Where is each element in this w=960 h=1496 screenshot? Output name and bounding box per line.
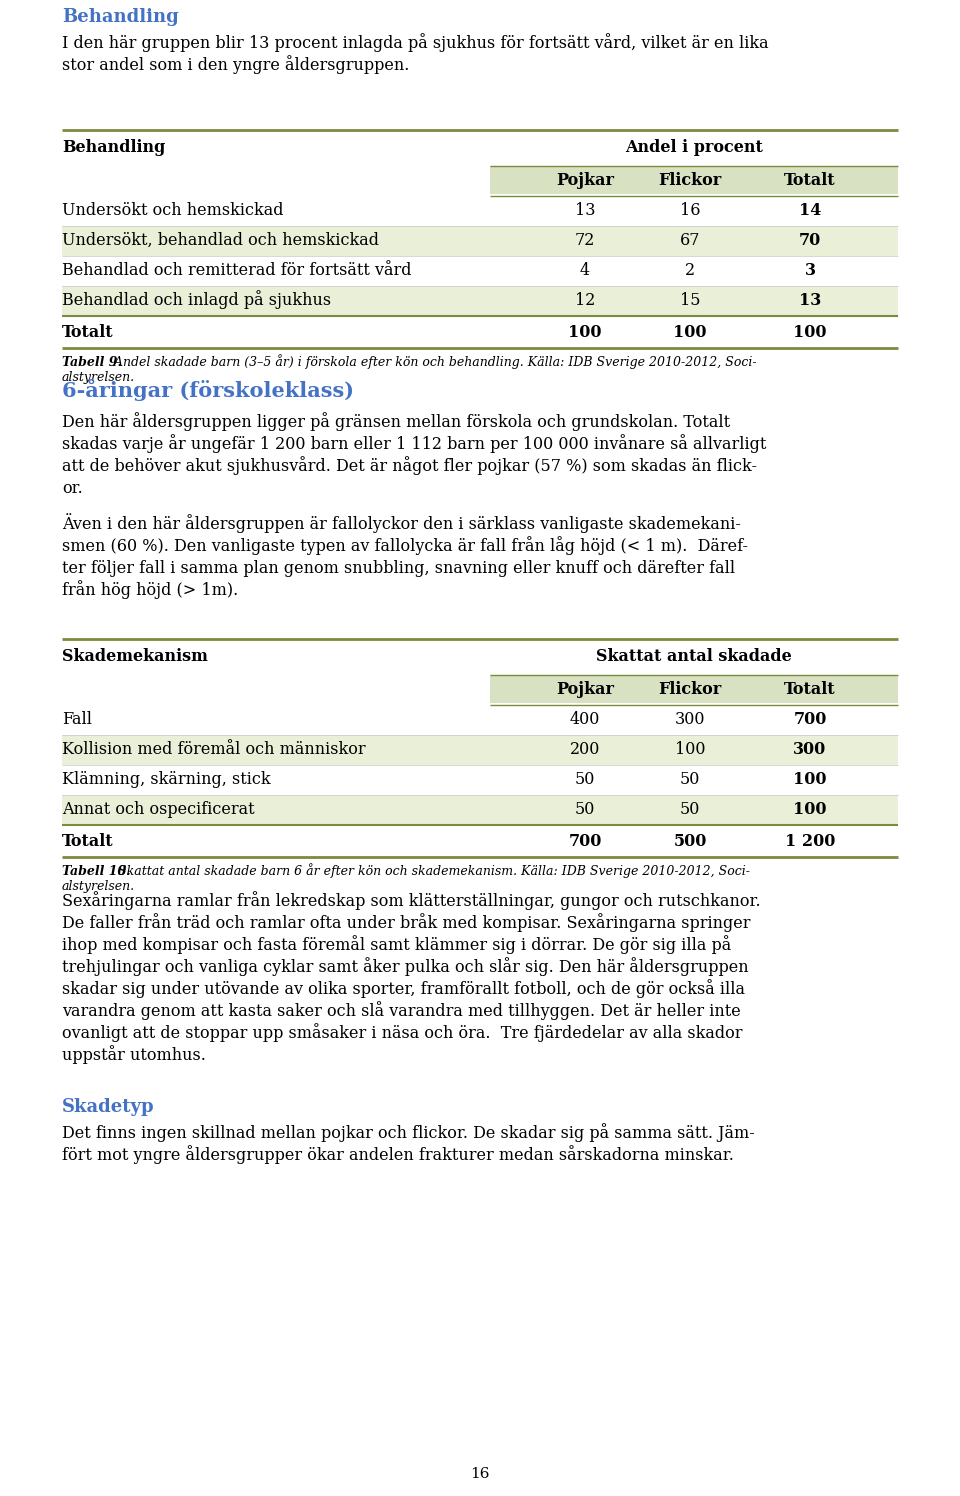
Text: Fall: Fall [62,711,92,729]
Text: De faller från träd och ramlar ofta under bråk med kompisar. Sexåringarna spring: De faller från träd och ramlar ofta unde… [62,913,751,932]
Text: Klämning, skärning, stick: Klämning, skärning, stick [62,770,271,788]
Text: 16: 16 [470,1468,490,1481]
Text: Tabell 9.: Tabell 9. [62,356,122,370]
Text: I den här gruppen blir 13 procent inlagda på sjukhus för fortsätt vård, vilket ä: I den här gruppen blir 13 procent inlagd… [62,33,769,52]
Text: 13: 13 [575,202,595,218]
Text: Den här åldersgruppen ligger på gränsen mellan förskola och grundskolan. Totalt: Den här åldersgruppen ligger på gränsen … [62,411,731,431]
Text: Undersökt, behandlad och hemskickad: Undersökt, behandlad och hemskickad [62,232,379,248]
Text: alstyrelsen.: alstyrelsen. [62,371,135,384]
Text: 100: 100 [673,325,707,341]
Text: skadas varje år ungefär 1 200 barn eller 1 112 barn per 100 000 invånare så allv: skadas varje år ungefär 1 200 barn eller… [62,434,766,453]
Text: fört mot yngre åldersgrupper ökar andelen frakturer medan sårskadorna minskar.: fört mot yngre åldersgrupper ökar andele… [62,1144,733,1164]
Bar [62,226,898,256]
Text: 72: 72 [575,232,595,248]
Text: 1 200: 1 200 [785,833,835,850]
Text: 100: 100 [675,741,706,758]
Text: ihop med kompisar och fasta föremål samt klämmer sig i dörrar. De gör sig illa p: ihop med kompisar och fasta föremål samt… [62,935,732,954]
Text: 2: 2 [684,262,695,278]
Text: Pojkar: Pojkar [556,681,614,699]
Text: Kollision med föremål och människor: Kollision med föremål och människor [62,741,366,758]
Text: ter följer fall i samma plan genom snubbling, snavning eller knuff och därefter : ter följer fall i samma plan genom snubb… [62,560,735,577]
Text: Behandlad och remitterad för fortsätt vård: Behandlad och remitterad för fortsätt vå… [62,262,412,278]
Text: 100: 100 [793,325,827,341]
Text: 50: 50 [680,770,700,788]
Text: Det finns ingen skillnad mellan pojkar och flickor. De skadar sig på samma sätt.: Det finns ingen skillnad mellan pojkar o… [62,1123,755,1141]
Text: från hög höjd (> 1m).: från hög höjd (> 1m). [62,580,238,598]
Text: 4: 4 [580,262,590,278]
Text: ovanligt att de stoppar upp småsaker i näsa och öra.  Tre fjärdedelar av alla sk: ovanligt att de stoppar upp småsaker i n… [62,1023,742,1043]
Text: Annat och ospecificerat: Annat och ospecificerat [62,800,254,818]
Text: Totalt: Totalt [784,681,836,699]
Text: 700: 700 [793,711,827,729]
Bar [62,794,898,824]
Text: 300: 300 [675,711,706,729]
Text: Pojkar: Pojkar [556,172,614,188]
Text: uppstår utomhus.: uppstår utomhus. [62,1046,205,1064]
Text: 300: 300 [793,741,827,758]
Text: stor andel som i den yngre åldersgruppen.: stor andel som i den yngre åldersgruppen… [62,55,409,73]
Text: Totalt: Totalt [62,325,113,341]
Text: 50: 50 [575,800,595,818]
Text: 12: 12 [575,292,595,310]
Text: Skadetyp: Skadetyp [62,1098,155,1116]
Text: 16: 16 [680,202,700,218]
Text: Totalt: Totalt [62,833,113,850]
Text: 3: 3 [804,262,815,278]
Text: Flickor: Flickor [659,172,722,188]
Text: Behandling: Behandling [62,139,165,156]
Text: 50: 50 [575,770,595,788]
Text: att de behöver akut sjukhusvård. Det är något fler pojkar (57 %) som skadas än f: att de behöver akut sjukhusvård. Det är … [62,456,757,476]
Text: alstyrelsen.: alstyrelsen. [62,880,135,893]
Text: Undersökt och hemskickad: Undersökt och hemskickad [62,202,283,218]
Text: 50: 50 [680,800,700,818]
Text: 70: 70 [799,232,821,248]
Text: 700: 700 [568,833,602,850]
Text: Tabell 10.: Tabell 10. [62,865,131,878]
Text: or.: or. [62,480,83,497]
Text: 67: 67 [680,232,700,248]
Text: Andel i procent: Andel i procent [625,139,763,156]
Text: Andel skadade barn (3–5 år) i förskola efter kön och behandling. Källa: IDB Sver: Andel skadade barn (3–5 år) i förskola e… [110,355,756,370]
Text: smen (60 %). Den vanligaste typen av fallolycka är fall från låg höjd (< 1 m).  : smen (60 %). Den vanligaste typen av fal… [62,536,748,555]
Text: Skattat antal skadade: Skattat antal skadade [596,648,792,666]
Text: Skademekanism: Skademekanism [62,648,208,666]
Bar [490,166,898,194]
Text: trehjulingar och vanliga cyklar samt åker pulka och slår sig. Den här åldersgrup: trehjulingar och vanliga cyklar samt åke… [62,957,749,975]
Text: varandra genom att kasta saker och slå varandra med tillhyggen. Det är heller in: varandra genom att kasta saker och slå v… [62,1001,741,1020]
Text: Behandling: Behandling [62,7,179,25]
Text: Även i den här åldersgruppen är fallolyckor den i särklass vanligaste skademekan: Även i den här åldersgruppen är fallolyc… [62,513,741,533]
Bar [62,735,898,764]
Text: Totalt: Totalt [784,172,836,188]
Text: skadar sig under utövande av olika sporter, framförallt fotboll, och de gör ocks: skadar sig under utövande av olika sport… [62,978,745,998]
Text: Skattat antal skadade barn 6 år efter kön och skademekanism. Källa: IDB Sverige : Skattat antal skadade barn 6 år efter kö… [114,863,750,878]
Text: 14: 14 [799,202,821,218]
Bar [490,675,898,703]
Text: 400: 400 [570,711,600,729]
Text: 500: 500 [673,833,707,850]
Text: 200: 200 [570,741,600,758]
Text: 6-åringar (förskoleklass): 6-åringar (förskoleklass) [62,378,354,401]
Text: Flickor: Flickor [659,681,722,699]
Text: Sexåringarna ramlar från lekredskap som klätterställningar, gungor och rutschkan: Sexåringarna ramlar från lekredskap som … [62,892,760,910]
Text: 13: 13 [799,292,821,310]
Text: 15: 15 [680,292,700,310]
Text: 100: 100 [568,325,602,341]
Text: 100: 100 [793,800,827,818]
Text: 100: 100 [793,770,827,788]
Text: Behandlad och inlagd på sjukhus: Behandlad och inlagd på sjukhus [62,290,331,310]
Bar [62,286,898,316]
